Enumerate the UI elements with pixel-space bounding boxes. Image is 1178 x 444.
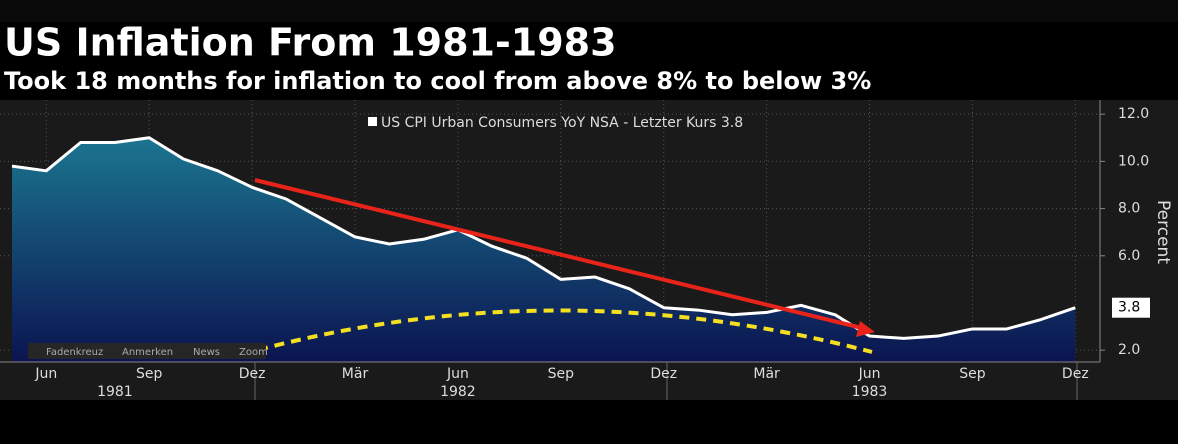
x-group-label: 1983 bbox=[852, 384, 888, 400]
last-value-label: 3.8 bbox=[1118, 300, 1140, 316]
x-tick-label: Mär bbox=[342, 366, 369, 382]
curve-annotation bbox=[257, 308, 873, 354]
x-tick-label: Jun bbox=[34, 366, 57, 382]
chart-subtitle: Took 18 months for inflation to cool fro… bbox=[4, 67, 871, 95]
toolbar-item[interactable]: Anmerken bbox=[122, 347, 173, 358]
x-tick-label: Jun bbox=[446, 366, 469, 382]
y-axis-label: Percent bbox=[1153, 200, 1173, 264]
top-band bbox=[0, 0, 1178, 22]
y-tick-label: 8.0 bbox=[1118, 201, 1140, 217]
chart-title: US Inflation From 1981-1983 bbox=[4, 21, 617, 65]
last-value-box bbox=[1112, 297, 1150, 318]
x-tick-label: Sep bbox=[959, 366, 986, 382]
y-tick-label: 12.0 bbox=[1118, 106, 1149, 122]
y-tick-label: 2.0 bbox=[1118, 342, 1140, 358]
x-tick-label: Dez bbox=[239, 366, 266, 382]
x-group-label: 1982 bbox=[440, 384, 476, 400]
x-tick-label: Mär bbox=[753, 366, 780, 382]
x-tick-label: Jun bbox=[858, 366, 881, 382]
line bbox=[11, 136, 1076, 340]
y-tick-label: 6.0 bbox=[1118, 248, 1140, 264]
legend-swatch bbox=[368, 117, 377, 126]
legend-label: US CPI Urban Consumers YoY NSA - Letzter… bbox=[381, 115, 743, 131]
x-tick-label: Sep bbox=[136, 366, 163, 382]
arrow-head bbox=[856, 321, 875, 337]
x-tick-label: Dez bbox=[1062, 366, 1089, 382]
trend-arrow bbox=[254, 178, 863, 330]
area bbox=[12, 137, 1076, 362]
toolbar-item[interactable]: Zoom bbox=[239, 347, 268, 358]
toolbar bbox=[28, 343, 266, 359]
x-group-label: 1981 bbox=[97, 384, 133, 400]
y-tick-label: 10.0 bbox=[1118, 153, 1149, 169]
x-tick-label: Dez bbox=[650, 366, 677, 382]
toolbar-item[interactable]: News bbox=[193, 347, 220, 358]
toolbar-item[interactable]: Fadenkreuz bbox=[46, 347, 103, 358]
x-tick-label: Sep bbox=[548, 366, 575, 382]
